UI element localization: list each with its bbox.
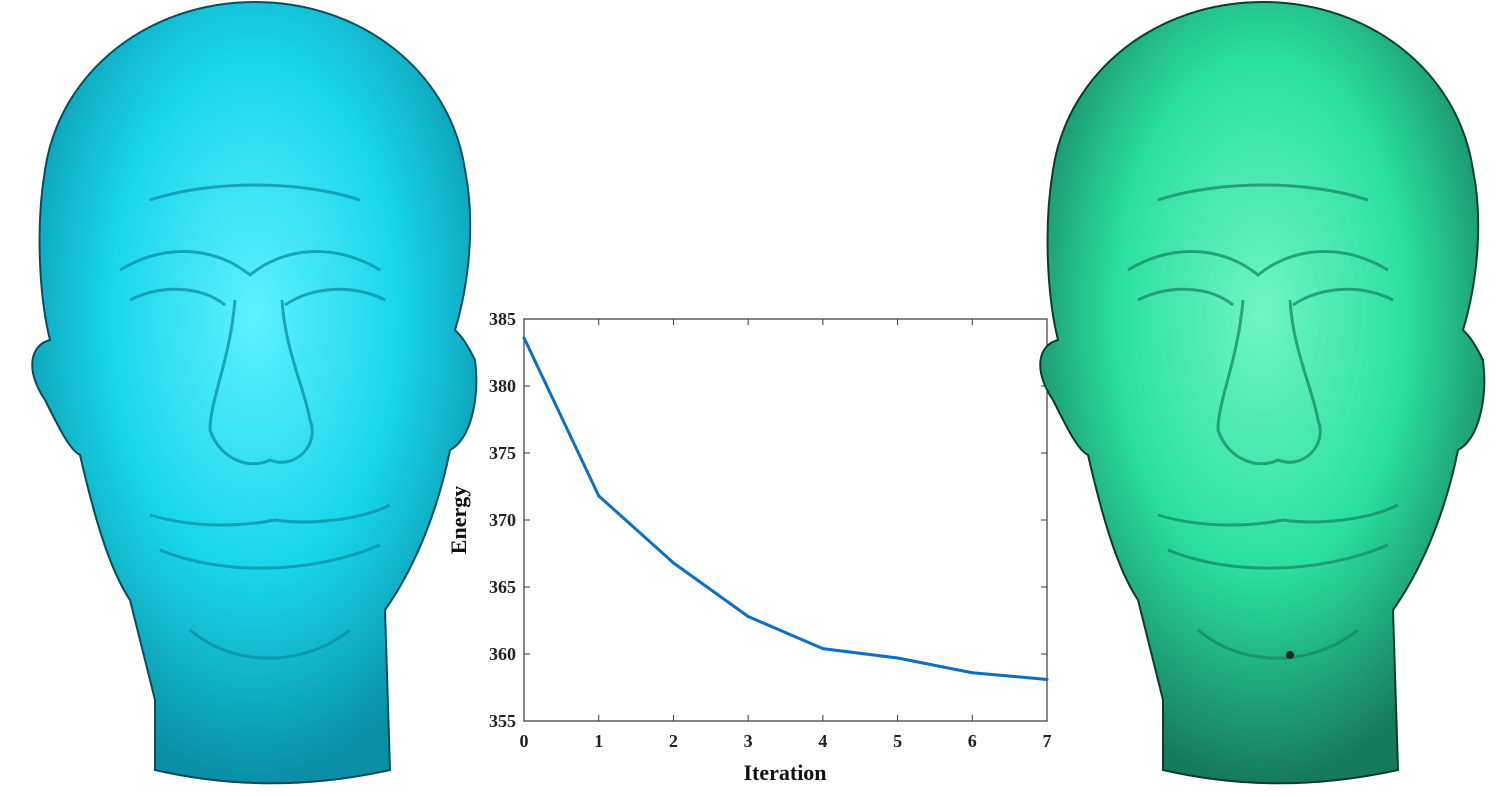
x-tick-label: 7 xyxy=(1043,731,1052,751)
energy-data-point xyxy=(1045,677,1049,681)
right-nose xyxy=(1216,299,1322,466)
right-face-mesh xyxy=(1039,0,1486,785)
left-nose xyxy=(208,299,314,466)
x-tick-label: 6 xyxy=(968,731,977,751)
x-tick-label: 3 xyxy=(744,731,753,751)
right-upper-lip xyxy=(1157,503,1399,527)
energy-chart-svg: 355 360 365 370 375 380 385 0 1 2 3 4 5 6 7 Iteration… xyxy=(446,309,1052,785)
right-eye-left xyxy=(1137,287,1234,307)
left-chin xyxy=(189,628,351,660)
left-upper-lip xyxy=(149,503,391,527)
y-tick-label: 370 xyxy=(489,510,516,530)
energy-data-point xyxy=(522,336,526,340)
x-tick-label: 0 xyxy=(520,731,529,751)
left-eye-left xyxy=(129,287,226,307)
y-tick-label: 355 xyxy=(489,711,516,731)
x-tick-label: 5 xyxy=(893,731,902,751)
plot-area xyxy=(523,318,1048,722)
left-face-mesh xyxy=(31,0,478,785)
right-forehead-wrinkle xyxy=(1157,183,1369,202)
x-tick-label: 4 xyxy=(818,731,827,751)
right-eye-right xyxy=(1292,287,1394,307)
right-brow-ridge xyxy=(1127,250,1389,277)
y-axis-label: Energy xyxy=(446,486,471,554)
left-head-silhouette xyxy=(31,0,478,785)
x-axis-label: Iteration xyxy=(743,760,826,785)
energy-chart: 355 360 365 370 375 380 385 0 1 2 3 4 5 6 7 Iteration… xyxy=(440,300,1060,792)
energy-data-point xyxy=(746,614,750,618)
energy-data-point xyxy=(597,494,601,498)
energy-data-point xyxy=(821,647,825,651)
energy-data-point xyxy=(970,671,974,675)
right-head-silhouette xyxy=(1039,0,1486,785)
y-tick-label: 365 xyxy=(489,577,516,597)
y-tick-label: 360 xyxy=(489,644,516,664)
y-tick-label: 380 xyxy=(489,376,516,396)
right-mouth-fold xyxy=(1167,543,1389,570)
energy-series-line xyxy=(522,337,1048,681)
left-forehead-wrinkle xyxy=(149,183,361,202)
y-tick-label: 385 xyxy=(489,309,516,329)
x-tick-label: 1 xyxy=(594,731,603,751)
left-eye-right xyxy=(284,287,386,307)
left-mouth-fold xyxy=(159,543,381,570)
right-chin-mark xyxy=(1286,651,1294,659)
left-brow-ridge xyxy=(119,250,381,277)
energy-data-point xyxy=(896,656,900,660)
right-chin xyxy=(1197,628,1359,660)
x-tick-label: 2 xyxy=(669,731,678,751)
energy-data-point xyxy=(671,561,675,565)
y-tick-label: 375 xyxy=(489,443,516,463)
